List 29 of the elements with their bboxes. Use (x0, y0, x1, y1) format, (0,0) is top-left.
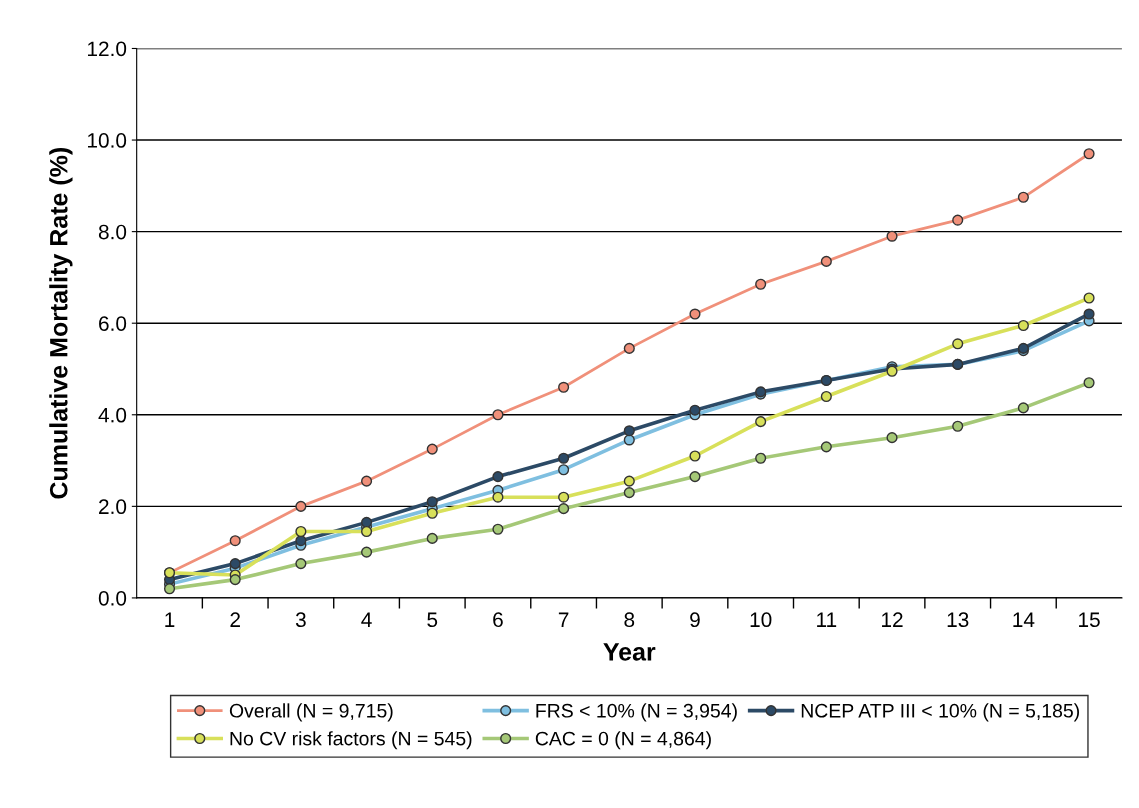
y-tick-label: 2.0 (99, 499, 127, 515)
legend-label: CAC = 0 (N = 4,864) (535, 731, 711, 750)
legend-label: No CV risk factors (N = 545) (230, 731, 472, 750)
x-tick-label: 6 (493, 612, 503, 628)
x-tick-label: 11 (817, 612, 837, 627)
x-tick-label: 15 (1079, 612, 1100, 628)
x-tick-label: 2 (230, 612, 240, 627)
x-tick-label: 10 (750, 612, 772, 628)
y-tick-label: 10.0 (88, 133, 127, 148)
x-tick-label: 8 (624, 612, 635, 628)
x-tick-label: 14 (1013, 612, 1035, 627)
x-tick-label: 9 (690, 612, 700, 628)
x-axis-title: Year (603, 643, 656, 661)
x-tick-label: 7 (558, 612, 569, 627)
legend-label: Overall (N = 9,715) (229, 703, 393, 722)
x-tick-label: 1 (165, 612, 175, 627)
legend-label: FRS < 10% (N = 3,954) (536, 703, 737, 722)
legend-label: NCEP ATP III < 10% (N = 5,185) (801, 703, 1079, 722)
y-tick-label: 4.0 (98, 407, 127, 423)
x-tick-label: 5 (427, 612, 438, 628)
x-tick-label: 3 (295, 612, 306, 628)
y-tick-label: 12.0 (88, 41, 127, 57)
y-tick-label: 0.0 (98, 590, 127, 606)
x-tick-label: 4 (361, 612, 372, 627)
x-tick-label: 12 (882, 612, 903, 627)
y-axis-title: Cumulative Mortality Rate (%) (49, 148, 73, 499)
x-tick-label: 13 (947, 612, 969, 628)
y-tick-label: 6.0 (99, 316, 127, 331)
y-tick-label: 8.0 (98, 224, 127, 240)
